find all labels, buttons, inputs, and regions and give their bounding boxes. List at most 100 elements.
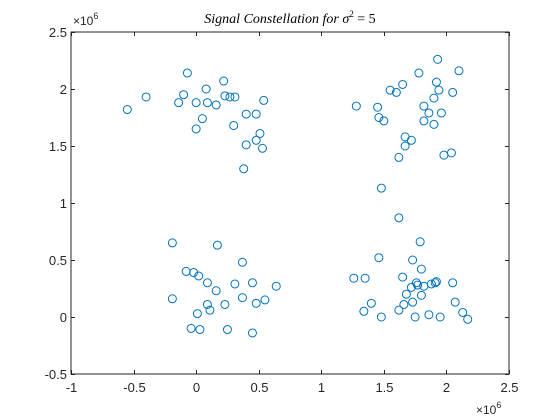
- data-point: [419, 101, 429, 111]
- x-tick-label: 0.5: [250, 380, 268, 395]
- data-point: [415, 237, 425, 247]
- data-point: [237, 293, 247, 303]
- data-point: [182, 68, 192, 78]
- y-axis-exponent: ×106: [73, 11, 98, 28]
- data-point: [202, 299, 212, 309]
- data-point: [406, 135, 416, 145]
- data-point: [195, 325, 205, 335]
- data-point: [251, 109, 261, 119]
- data-point: [424, 310, 434, 320]
- x-tick-label: 2.5: [500, 380, 518, 395]
- x-axis-ticks: -1 -0.5 0 0.5 1 1.5 2 2.5: [66, 32, 519, 395]
- data-point: [205, 305, 215, 315]
- data-point: [410, 312, 420, 322]
- data-point: [192, 309, 202, 319]
- data-point: [450, 297, 460, 307]
- data-point: [259, 95, 269, 105]
- chart-title-suffix: = 5: [354, 12, 376, 27]
- data-point: [433, 54, 443, 64]
- data-point: [225, 92, 235, 102]
- data-point: [360, 273, 370, 283]
- data-point: [399, 299, 409, 309]
- data-point: [406, 282, 416, 292]
- data-point: [376, 183, 386, 193]
- data-point: [429, 93, 439, 103]
- data-point: [191, 124, 201, 134]
- data-point: [220, 91, 230, 101]
- data-point: [241, 109, 251, 119]
- y-tick-label: -0.5: [45, 367, 67, 382]
- data-point: [255, 128, 265, 138]
- data-point: [229, 120, 239, 130]
- data-point: [431, 77, 441, 87]
- data-point: [247, 278, 257, 288]
- data-point: [436, 108, 446, 118]
- data-point: [211, 286, 221, 296]
- data-point: [394, 152, 404, 162]
- data-point: [379, 116, 389, 126]
- x-axis-exponent: ×106: [476, 400, 501, 417]
- data-point: [230, 92, 240, 102]
- chart-title: Signal Constellation for σ2 = 5: [204, 9, 375, 27]
- data-point: [394, 305, 404, 315]
- x-tick-label: 1.5: [375, 380, 393, 395]
- data-point: [431, 277, 441, 287]
- data-point: [174, 98, 184, 108]
- data-point: [416, 290, 426, 300]
- chart-title-superscript: 2: [349, 9, 354, 19]
- x-axis-exponent-base: ×10: [476, 403, 497, 417]
- data-point: [191, 98, 201, 108]
- data-point: [247, 328, 257, 338]
- data-point: [359, 306, 369, 316]
- data-point: [351, 101, 361, 111]
- data-point: [430, 278, 440, 288]
- data-point: [141, 92, 151, 102]
- y-tick-label: 1.5: [49, 139, 67, 154]
- data-point: [230, 279, 240, 289]
- y-tick-label: 1: [60, 196, 67, 211]
- data-point: [349, 273, 359, 283]
- data-point: [202, 98, 212, 108]
- y-axis-ticks: -0.5 0 0.5 1 1.5 2 2.5: [45, 25, 509, 382]
- data-point: [463, 314, 473, 324]
- data-point: [212, 240, 222, 250]
- data-point: [413, 280, 423, 290]
- data-point: [454, 66, 464, 76]
- data-point: [458, 307, 468, 317]
- data-point: [434, 85, 444, 95]
- data-point: [241, 140, 251, 150]
- data-point: [408, 255, 418, 265]
- data-point: [448, 87, 458, 97]
- data-point: [251, 298, 261, 308]
- data-point: [414, 68, 424, 78]
- data-point: [398, 272, 408, 282]
- data-point: [179, 90, 189, 100]
- axes-box: [70, 31, 510, 375]
- data-point: [435, 312, 445, 322]
- data-point: [416, 264, 426, 274]
- data-point: [411, 278, 421, 288]
- data-point: [211, 100, 221, 110]
- data-point: [186, 323, 196, 333]
- data-point: [385, 85, 395, 95]
- data-point: [446, 148, 456, 158]
- y-tick-label: 2: [60, 82, 67, 97]
- data-point: [424, 108, 434, 118]
- data-point: [374, 253, 384, 263]
- data-point: [122, 105, 132, 115]
- y-axis-exponent-base: ×10: [73, 14, 94, 28]
- plot-area: [70, 31, 510, 375]
- data-point: [391, 87, 401, 97]
- data-point: [408, 297, 418, 307]
- x-axis-exponent-power: 6: [496, 400, 501, 410]
- data-point: [426, 279, 436, 289]
- data-point: [220, 299, 230, 309]
- data-point: [419, 116, 429, 126]
- chart-title-sigma: σ: [342, 12, 350, 27]
- x-tick-label: 0: [193, 380, 200, 395]
- data-point: [222, 325, 232, 335]
- y-tick-label: 0: [60, 310, 67, 325]
- data-point: [197, 114, 207, 124]
- data-point: [167, 294, 177, 304]
